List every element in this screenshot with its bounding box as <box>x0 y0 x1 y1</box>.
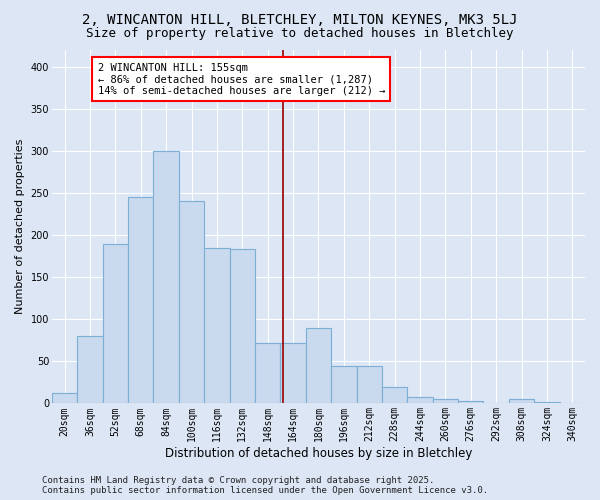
Bar <box>103 244 128 404</box>
Bar <box>204 248 230 404</box>
Bar <box>509 399 534 404</box>
Bar <box>154 151 179 404</box>
Text: 2 WINCANTON HILL: 155sqm
← 86% of detached houses are smaller (1,287)
14% of sem: 2 WINCANTON HILL: 155sqm ← 86% of detach… <box>98 62 385 96</box>
Bar <box>356 366 382 404</box>
Bar <box>534 402 560 404</box>
Bar <box>433 399 458 404</box>
Bar <box>179 202 204 404</box>
Bar <box>255 343 280 404</box>
Text: 2, WINCANTON HILL, BLETCHLEY, MILTON KEYNES, MK3 5LJ: 2, WINCANTON HILL, BLETCHLEY, MILTON KEY… <box>82 12 518 26</box>
Bar <box>560 402 585 404</box>
Bar <box>458 401 484 404</box>
Bar <box>382 386 407 404</box>
Text: Contains HM Land Registry data © Crown copyright and database right 2025.
Contai: Contains HM Land Registry data © Crown c… <box>42 476 488 495</box>
Bar <box>280 343 306 404</box>
Bar <box>306 328 331 404</box>
Bar <box>331 366 356 404</box>
X-axis label: Distribution of detached houses by size in Bletchley: Distribution of detached houses by size … <box>165 447 472 460</box>
Bar <box>77 336 103 404</box>
Bar <box>407 396 433 404</box>
Y-axis label: Number of detached properties: Number of detached properties <box>15 139 25 314</box>
Bar <box>230 250 255 404</box>
Text: Size of property relative to detached houses in Bletchley: Size of property relative to detached ho… <box>86 28 514 40</box>
Bar <box>52 394 77 404</box>
Bar <box>128 198 154 404</box>
Bar <box>484 402 509 404</box>
